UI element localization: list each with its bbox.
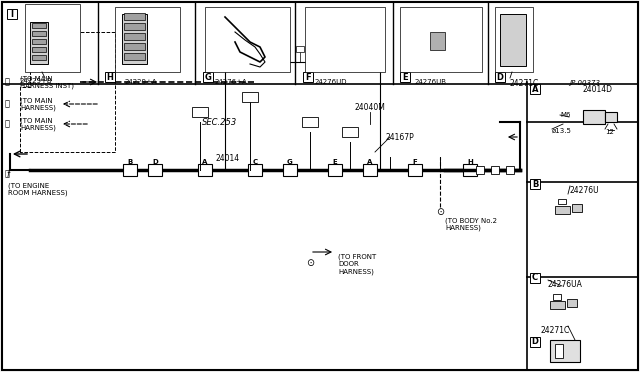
FancyBboxPatch shape (408, 164, 422, 176)
FancyBboxPatch shape (242, 92, 258, 102)
FancyBboxPatch shape (342, 127, 358, 137)
Text: ⊙: ⊙ (436, 207, 444, 217)
Polygon shape (545, 192, 590, 217)
FancyBboxPatch shape (491, 166, 499, 174)
Polygon shape (315, 27, 375, 54)
FancyBboxPatch shape (148, 164, 162, 176)
FancyBboxPatch shape (32, 31, 46, 36)
FancyBboxPatch shape (303, 72, 313, 82)
Text: ⓘ: ⓘ (5, 119, 10, 128)
Text: (TO MAIN
HARNESS): (TO MAIN HARNESS) (20, 117, 56, 131)
FancyBboxPatch shape (32, 55, 46, 60)
FancyBboxPatch shape (336, 46, 344, 52)
Text: 24276UA: 24276UA (548, 280, 583, 289)
FancyBboxPatch shape (400, 7, 482, 72)
Text: M6: M6 (560, 112, 570, 118)
Text: 24167P: 24167P (386, 132, 414, 141)
Text: (TO MAIN
HARNESS): (TO MAIN HARNESS) (20, 97, 56, 111)
Text: f: f (6, 170, 10, 179)
Text: H: H (467, 159, 473, 165)
Polygon shape (410, 24, 472, 57)
Text: C: C (252, 159, 257, 165)
FancyBboxPatch shape (283, 164, 297, 176)
Text: F: F (305, 73, 311, 81)
FancyBboxPatch shape (400, 72, 410, 82)
Text: D: D (497, 73, 504, 81)
FancyBboxPatch shape (122, 14, 147, 64)
Text: ⓜ: ⓜ (5, 77, 10, 87)
Text: A: A (202, 159, 208, 165)
Text: B: B (532, 180, 538, 189)
Text: 24014D: 24014D (583, 85, 613, 94)
FancyBboxPatch shape (25, 4, 80, 72)
FancyBboxPatch shape (495, 7, 533, 72)
FancyBboxPatch shape (583, 110, 605, 124)
Polygon shape (540, 286, 590, 312)
Text: D: D (531, 337, 538, 346)
FancyBboxPatch shape (32, 23, 46, 28)
Text: (TO MAIN
HARNESS INST): (TO MAIN HARNESS INST) (20, 75, 74, 89)
Text: ⓕ: ⓕ (5, 170, 10, 179)
Text: I: I (10, 10, 13, 19)
FancyBboxPatch shape (124, 23, 145, 30)
FancyBboxPatch shape (198, 164, 212, 176)
Text: 24229+B: 24229+B (20, 78, 52, 84)
FancyBboxPatch shape (555, 344, 563, 358)
Text: G: G (205, 73, 211, 81)
Text: 24276+A: 24276+A (215, 79, 248, 85)
FancyBboxPatch shape (555, 206, 570, 214)
FancyBboxPatch shape (530, 337, 540, 347)
FancyBboxPatch shape (124, 53, 145, 60)
FancyBboxPatch shape (32, 47, 46, 52)
FancyBboxPatch shape (205, 7, 290, 72)
FancyBboxPatch shape (530, 179, 540, 189)
FancyBboxPatch shape (495, 72, 505, 82)
FancyBboxPatch shape (236, 46, 244, 52)
FancyBboxPatch shape (550, 340, 580, 362)
FancyBboxPatch shape (32, 39, 46, 44)
FancyBboxPatch shape (605, 112, 617, 122)
Text: 24229+A: 24229+A (125, 79, 157, 85)
Text: SEC.253: SEC.253 (202, 118, 237, 126)
Text: B: B (127, 159, 132, 165)
FancyBboxPatch shape (567, 299, 577, 307)
Text: ø13.5: ø13.5 (552, 128, 572, 134)
FancyBboxPatch shape (506, 166, 514, 174)
FancyBboxPatch shape (530, 273, 540, 283)
FancyBboxPatch shape (30, 22, 48, 64)
FancyBboxPatch shape (430, 32, 445, 50)
FancyBboxPatch shape (124, 43, 145, 50)
Text: (TO BODY No.2
HARNESS): (TO BODY No.2 HARNESS) (445, 217, 497, 231)
FancyBboxPatch shape (356, 46, 364, 52)
FancyBboxPatch shape (553, 294, 561, 300)
Text: (TO FRONT
DOOR
HARNESS): (TO FRONT DOOR HARNESS) (338, 254, 376, 275)
Text: E: E (333, 159, 337, 165)
FancyBboxPatch shape (276, 46, 284, 52)
FancyBboxPatch shape (305, 7, 385, 72)
FancyBboxPatch shape (530, 84, 540, 94)
FancyBboxPatch shape (105, 72, 115, 82)
Text: 12: 12 (605, 129, 614, 135)
FancyBboxPatch shape (124, 33, 145, 40)
Text: ⓘ: ⓘ (5, 99, 10, 109)
FancyBboxPatch shape (256, 46, 264, 52)
FancyBboxPatch shape (328, 164, 342, 176)
FancyBboxPatch shape (248, 164, 262, 176)
FancyBboxPatch shape (363, 164, 377, 176)
FancyBboxPatch shape (476, 166, 484, 174)
FancyBboxPatch shape (500, 14, 526, 66)
Text: 24040M: 24040M (355, 103, 385, 112)
Text: A: A (532, 84, 538, 93)
FancyBboxPatch shape (558, 199, 566, 204)
FancyBboxPatch shape (302, 117, 318, 127)
Text: C: C (532, 273, 538, 282)
FancyBboxPatch shape (7, 9, 17, 19)
PathPatch shape (115, 32, 520, 242)
FancyBboxPatch shape (316, 46, 324, 52)
Text: ⊙: ⊙ (306, 258, 314, 268)
Text: (TO ENGINE
ROOM HARNESS): (TO ENGINE ROOM HARNESS) (8, 182, 68, 196)
Text: H: H (107, 73, 113, 81)
Text: 24276UB: 24276UB (415, 79, 447, 85)
Text: 24276U: 24276U (570, 186, 600, 195)
